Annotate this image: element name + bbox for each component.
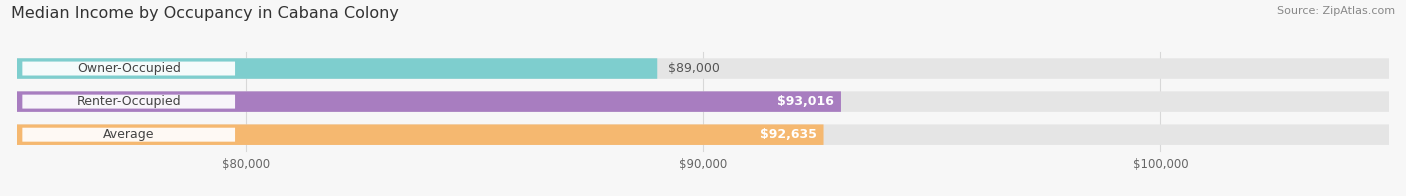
Text: Source: ZipAtlas.com: Source: ZipAtlas.com — [1277, 6, 1395, 16]
FancyBboxPatch shape — [22, 62, 235, 75]
Text: Average: Average — [103, 128, 155, 141]
FancyBboxPatch shape — [17, 91, 841, 112]
FancyBboxPatch shape — [17, 124, 1389, 145]
Text: Owner-Occupied: Owner-Occupied — [77, 62, 180, 75]
FancyBboxPatch shape — [17, 58, 657, 79]
Text: Median Income by Occupancy in Cabana Colony: Median Income by Occupancy in Cabana Col… — [11, 6, 399, 21]
FancyBboxPatch shape — [17, 124, 824, 145]
FancyBboxPatch shape — [22, 128, 235, 142]
FancyBboxPatch shape — [17, 91, 1389, 112]
Text: $93,016: $93,016 — [778, 95, 834, 108]
Text: $89,000: $89,000 — [668, 62, 720, 75]
Text: Renter-Occupied: Renter-Occupied — [76, 95, 181, 108]
Text: $92,635: $92,635 — [759, 128, 817, 141]
FancyBboxPatch shape — [17, 58, 1389, 79]
FancyBboxPatch shape — [22, 95, 235, 109]
